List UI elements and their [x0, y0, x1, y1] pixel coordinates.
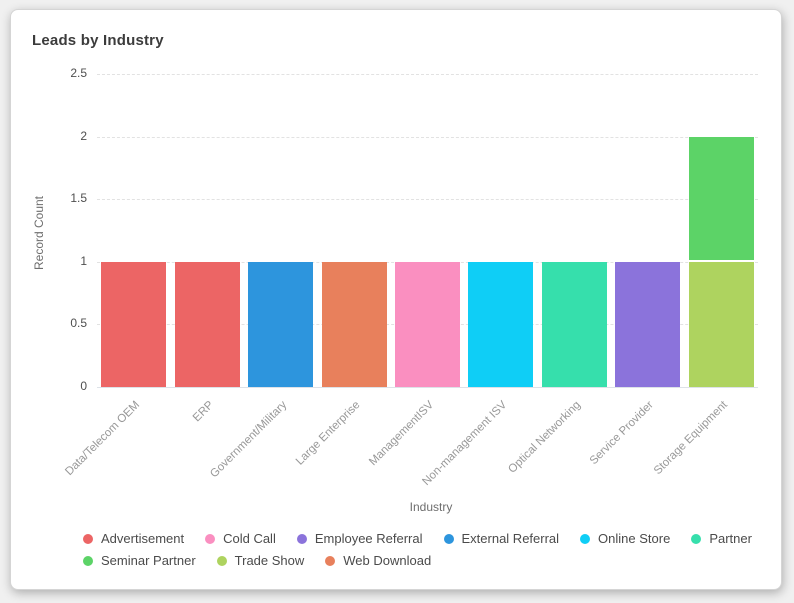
y-tick-label: 1	[80, 253, 87, 268]
legend-item-advertisement[interactable]: Advertisement	[83, 531, 184, 546]
x-tick-label: Service Provider	[588, 399, 657, 468]
gridline	[97, 199, 758, 201]
y-tick-label: 1.5	[70, 191, 87, 206]
legend-label: Online Store	[598, 531, 671, 546]
legend-item-cold-call[interactable]: Cold Call	[205, 531, 276, 546]
legend-item-partner[interactable]: Partner	[691, 531, 752, 546]
bar-optical-networking-partner[interactable]	[541, 261, 607, 387]
gridline	[97, 136, 758, 138]
x-tick-label: ERP	[190, 399, 216, 425]
legend: Advertisement Cold Call Employee Referral E…	[83, 531, 775, 568]
legend-label: Web Download	[343, 553, 432, 568]
legend-label: External Referral	[461, 531, 560, 546]
y-tick-label: 2.5	[70, 66, 87, 80]
legend-label: Advertisement	[101, 531, 185, 546]
x-axis-title: Industry	[409, 500, 453, 514]
y-tick-label: 0.5	[70, 316, 87, 331]
x-tick-label: Large Enterprise	[293, 399, 363, 468]
x-tick-label: Government/Military	[207, 399, 290, 481]
bar-non-management-isv-online-store[interactable]	[468, 261, 534, 387]
legend-color-dot	[83, 533, 93, 544]
legend-color-dot	[83, 555, 93, 566]
plot-area: Data/Telecom OEM ERP Government/Military La…	[63, 74, 758, 488]
x-tick-label: Storage Equipment	[651, 399, 730, 478]
bar-storage-equipment-seminar-partner[interactable]	[688, 136, 754, 260]
legend-item-external-referral[interactable]: External Referral	[443, 531, 560, 546]
gridline	[97, 74, 758, 75]
legend-color-dot	[296, 533, 307, 544]
legend-label: Partner	[709, 531, 752, 546]
legend-color-dot	[691, 533, 702, 544]
x-tick-label: Data/Telecom OEM	[63, 399, 143, 478]
legend-label: Cold Call	[223, 531, 276, 546]
legend-item-online-store[interactable]: Online Store	[580, 531, 670, 546]
legend-color-dot	[216, 555, 227, 566]
x-tick-label: Non-management ISV	[420, 399, 510, 488]
x-tick-label: ManagementISV	[366, 399, 436, 469]
chart-card: Leads by Industry Record Count 0 0.5 1 1.5 2…	[10, 9, 782, 590]
x-tick-label: Optical Networking	[506, 399, 583, 476]
bar-storage-equipment-trade-show[interactable]	[688, 261, 754, 387]
legend-color-dot	[325, 555, 336, 566]
y-tick-label: 0	[80, 379, 87, 393]
legend-item-employee-referral[interactable]: Employee Referral	[296, 531, 423, 546]
chart-title: Leads by Industry	[32, 32, 164, 49]
legend-label: Seminar Partner	[101, 553, 196, 568]
legend-color-dot	[580, 533, 591, 544]
bar-erp-advertisement[interactable]	[174, 261, 240, 387]
bar-large-enterprise-web-download[interactable]	[321, 261, 387, 387]
legend-item-trade-show[interactable]: Trade Show	[216, 553, 305, 568]
bar-service-provider-employee-referral[interactable]	[615, 261, 681, 387]
legend-item-web-download[interactable]: Web Download	[325, 553, 431, 568]
y-tick-label: 2	[80, 128, 87, 143]
legend-color-dot	[205, 533, 216, 544]
legend-label: Employee Referral	[314, 531, 423, 546]
legend-item-seminar-partner[interactable]: Seminar Partner	[83, 553, 196, 568]
bar-data-telecom-oem-advertisement[interactable]	[101, 261, 167, 387]
legend-color-dot	[443, 533, 454, 544]
bar-managementisv-cold-call[interactable]	[395, 261, 460, 387]
legend-label: Trade Show	[234, 553, 305, 568]
x-axis-line	[97, 387, 758, 388]
bar-government-military-external-referral[interactable]	[248, 261, 314, 387]
